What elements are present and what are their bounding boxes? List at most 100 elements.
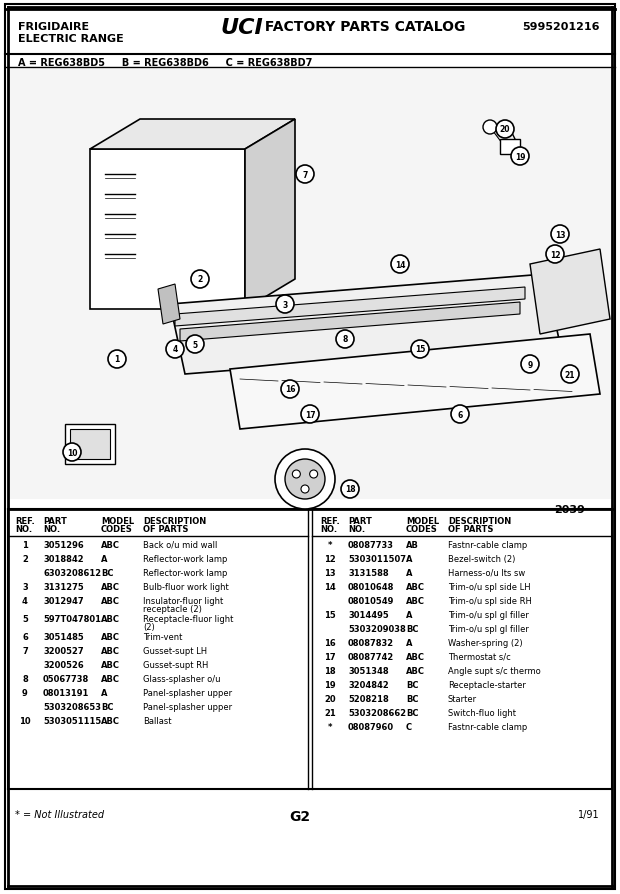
Text: 3200526: 3200526 [43, 661, 84, 670]
Text: ABC: ABC [406, 596, 425, 605]
Text: Panel-splasher upper: Panel-splasher upper [143, 702, 232, 712]
Text: 08087742: 08087742 [348, 653, 394, 662]
Text: C: C [406, 722, 412, 731]
Polygon shape [530, 249, 610, 334]
Text: 21: 21 [565, 370, 575, 379]
Circle shape [309, 470, 317, 478]
Text: 1: 1 [22, 540, 28, 550]
Circle shape [281, 381, 299, 399]
Text: 5: 5 [22, 614, 28, 623]
Text: 5303208653: 5303208653 [43, 702, 101, 712]
Text: 13: 13 [555, 231, 565, 240]
Circle shape [546, 246, 564, 264]
Text: 16: 16 [285, 385, 295, 394]
Text: PART: PART [43, 517, 67, 526]
Text: 10: 10 [19, 716, 31, 725]
Text: 1: 1 [114, 355, 120, 364]
Text: ABC: ABC [101, 632, 120, 641]
Text: 8: 8 [342, 335, 348, 344]
Polygon shape [170, 274, 560, 375]
Text: 5995201216: 5995201216 [523, 22, 600, 32]
Text: NO.: NO. [348, 525, 365, 534]
Text: 8: 8 [22, 674, 28, 683]
FancyBboxPatch shape [5, 5, 615, 889]
Text: Reflector-work lamp: Reflector-work lamp [143, 569, 228, 578]
Text: *: * [328, 722, 332, 731]
Circle shape [391, 256, 409, 274]
Text: UCI: UCI [220, 18, 263, 38]
Text: Harness-o/u lts sw: Harness-o/u lts sw [448, 569, 525, 578]
Text: ABC: ABC [101, 716, 120, 725]
Text: 9: 9 [22, 688, 28, 697]
Circle shape [296, 165, 314, 184]
Text: BC: BC [101, 569, 113, 578]
Text: A: A [406, 554, 412, 563]
Circle shape [63, 443, 81, 461]
Text: ABC: ABC [406, 653, 425, 662]
Text: BC: BC [406, 680, 419, 689]
Text: NO.: NO. [320, 525, 337, 534]
Text: 19: 19 [515, 152, 525, 161]
Bar [65, 425, 115, 465]
Text: DESCRIPTION: DESCRIPTION [143, 517, 206, 526]
Text: Trim-o/u spl side RH: Trim-o/u spl side RH [448, 596, 532, 605]
Text: 05067738: 05067738 [43, 674, 89, 683]
Text: AB: AB [406, 540, 419, 550]
Text: 13: 13 [324, 569, 336, 578]
Text: 5: 5 [192, 340, 198, 350]
Text: CODES: CODES [101, 525, 133, 534]
Text: Switch-fluo light: Switch-fluo light [448, 708, 516, 717]
Text: MODEL: MODEL [101, 517, 134, 526]
Text: BC: BC [406, 624, 419, 633]
Text: *: * [328, 540, 332, 550]
Text: 08010648: 08010648 [348, 582, 394, 591]
Circle shape [301, 485, 309, 493]
Circle shape [191, 271, 209, 289]
Text: 4: 4 [172, 345, 177, 354]
Text: ABC: ABC [101, 674, 120, 683]
Text: 5303209038: 5303209038 [348, 624, 405, 633]
Text: ABC: ABC [101, 614, 120, 623]
Text: Insulator-fluor light: Insulator-fluor light [143, 596, 223, 605]
Text: 16: 16 [324, 638, 336, 647]
Text: 2039: 2039 [554, 504, 585, 514]
Text: Starter: Starter [448, 695, 477, 704]
Circle shape [336, 331, 354, 349]
Text: 3131275: 3131275 [43, 582, 84, 591]
Text: 3: 3 [282, 300, 288, 309]
Text: 17: 17 [324, 653, 336, 662]
Text: ABC: ABC [406, 666, 425, 675]
Text: PART: PART [348, 517, 372, 526]
Text: Gusset-supt LH: Gusset-supt LH [143, 646, 207, 655]
Text: 3204842: 3204842 [348, 680, 389, 689]
Text: Ballast: Ballast [143, 716, 172, 725]
Circle shape [411, 341, 429, 358]
Text: 20: 20 [324, 695, 336, 704]
Text: 08087960: 08087960 [348, 722, 394, 731]
Text: 21: 21 [324, 708, 336, 717]
Text: OF PARTS: OF PARTS [143, 525, 188, 534]
Text: 3012947: 3012947 [43, 596, 84, 605]
Text: receptacle (2): receptacle (2) [143, 604, 202, 613]
Text: 4: 4 [22, 596, 28, 605]
Circle shape [521, 356, 539, 374]
Circle shape [511, 148, 529, 165]
Polygon shape [90, 120, 295, 150]
Text: 3018842: 3018842 [43, 554, 84, 563]
Text: A: A [406, 569, 412, 578]
Text: Reflector-work lamp: Reflector-work lamp [143, 554, 228, 563]
Text: 18: 18 [324, 666, 336, 675]
Text: 14: 14 [395, 260, 405, 269]
Text: 17: 17 [304, 410, 316, 419]
Text: ABC: ABC [101, 646, 120, 655]
Text: Trim-o/u spl side LH: Trim-o/u spl side LH [448, 582, 531, 591]
Text: G2: G2 [290, 809, 311, 823]
Text: 3: 3 [22, 582, 28, 591]
Text: A: A [406, 638, 412, 647]
Text: BC: BC [406, 708, 419, 717]
Text: 18: 18 [345, 485, 355, 494]
Text: 3051485: 3051485 [43, 632, 84, 641]
Text: 12: 12 [324, 554, 336, 563]
Circle shape [483, 121, 497, 135]
Circle shape [551, 226, 569, 244]
